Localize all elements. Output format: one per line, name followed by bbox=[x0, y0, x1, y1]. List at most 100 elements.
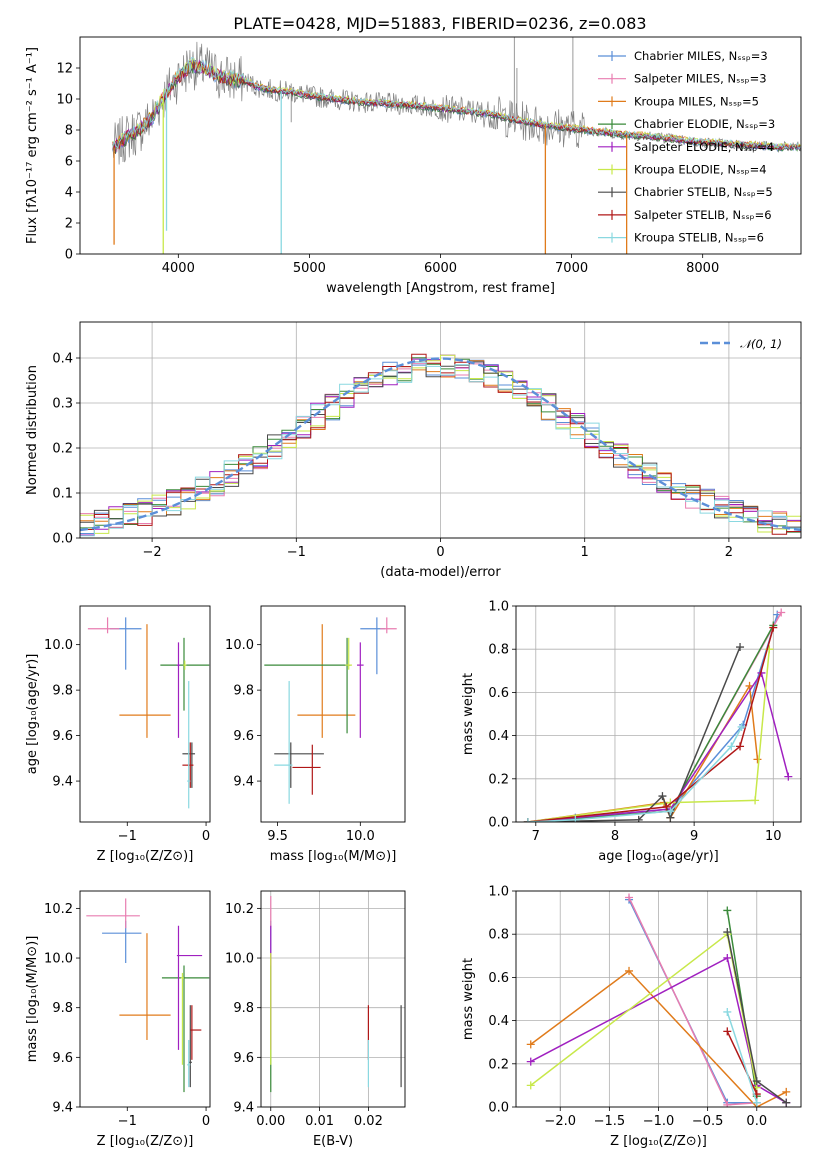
weight-point bbox=[634, 815, 643, 822]
y-axis-label: mass weight bbox=[461, 673, 476, 755]
weight-series bbox=[527, 671, 790, 822]
y-tick-label: 10.0 bbox=[44, 638, 73, 653]
y-axis-label: Normed distribution bbox=[25, 365, 40, 495]
x-tick-label: 0.00 bbox=[256, 1114, 285, 1129]
weight-point bbox=[723, 953, 732, 962]
plot-frame bbox=[260, 605, 406, 823]
weight-point bbox=[723, 928, 732, 937]
model-spectrum bbox=[112, 56, 801, 149]
x-tick-label: 6000 bbox=[424, 261, 457, 276]
y-tick-label: 0.3 bbox=[52, 397, 73, 412]
weight-point bbox=[723, 1100, 732, 1107]
x-tick-label: 7000 bbox=[555, 261, 588, 276]
y-tick-label: 9.8 bbox=[233, 1001, 254, 1016]
y-tick-label: 0.2 bbox=[52, 442, 73, 457]
x-tick-label: 9.5 bbox=[267, 829, 288, 844]
y-tick-label: 9.8 bbox=[52, 684, 73, 699]
legend-label: Kroupa STELIB, Nₛₛₚ=6 bbox=[634, 231, 764, 245]
plot-frame bbox=[79, 605, 211, 823]
plot-frame bbox=[515, 890, 802, 1108]
y-tick-label: 10.2 bbox=[225, 902, 254, 917]
model-spectrum bbox=[112, 60, 801, 151]
y-tick-label: 0.8 bbox=[488, 928, 509, 943]
y-tick-label: 9.6 bbox=[52, 1051, 73, 1066]
weight-series bbox=[726, 1011, 758, 1103]
y-axis-label: age [log₁₀(age/yr)] bbox=[25, 654, 40, 775]
y-tick-label: 0.6 bbox=[488, 686, 509, 701]
spectrum-lines bbox=[112, 37, 801, 254]
weight-series bbox=[527, 649, 771, 822]
legend-label: Kroupa ELODIE, Nₛₛₚ=4 bbox=[634, 163, 767, 177]
weight-point bbox=[526, 1081, 535, 1090]
x-tick-label: 7 bbox=[532, 829, 540, 844]
histogram-series bbox=[80, 357, 801, 533]
y-tick-label: 4 bbox=[65, 186, 73, 201]
y-tick-label: 8 bbox=[65, 124, 73, 139]
y-tick-label: 0.0 bbox=[488, 816, 509, 831]
weight-point bbox=[523, 818, 532, 822]
x-tick-label: 4000 bbox=[162, 261, 195, 276]
spectrum-panel: 4000 5000 6000 7000 8000 0 2 4 6 8 10 12 wavelength … bbox=[25, 36, 802, 296]
y-tick-label: 10.2 bbox=[44, 902, 73, 917]
y-tick-label: 9.4 bbox=[52, 775, 73, 790]
legend-label: Chabrier ELODIE, Nₛₛₚ=3 bbox=[634, 117, 775, 131]
figure-title: PLATE=0428, MJD=51883, FIBERID=0236, z=0… bbox=[233, 14, 646, 33]
legend-label: 𝒩(0, 1) bbox=[740, 337, 782, 351]
error-bars bbox=[264, 617, 397, 804]
plot-frame bbox=[79, 890, 211, 1108]
weight-point bbox=[526, 1040, 535, 1049]
y-axis-label: Flux [fλ10⁻¹⁷ erg cm⁻² s⁻¹ A⁻¹] bbox=[25, 47, 40, 244]
x-axis-label: E(B-V) bbox=[313, 1134, 353, 1149]
y-tick-label: 0.1 bbox=[52, 487, 73, 502]
histogram-series bbox=[80, 359, 801, 534]
weight-vs-Z-panel: −2.0 −1.5 −1.0 −0.5 0.0 0.0 0.2 0.4 0.6 0.8 1.0 Z [… bbox=[461, 885, 802, 1149]
x-tick-label: 0 bbox=[436, 545, 444, 560]
weight-point bbox=[753, 755, 762, 764]
y-tick-label: 9.8 bbox=[52, 1001, 73, 1016]
y-tick-label: 0.2 bbox=[488, 1057, 509, 1072]
y-tick-label: 0.0 bbox=[488, 1101, 509, 1116]
x-tick-label: 0.0 bbox=[746, 1114, 767, 1129]
x-tick-label: −2.0 bbox=[544, 1114, 576, 1129]
x-tick-label: 10.0 bbox=[346, 829, 375, 844]
x-tick-label: −1 bbox=[287, 545, 306, 560]
x-tick-label: −1.5 bbox=[594, 1114, 626, 1129]
x-axis-label: mass [log₁₀(M/M⊙)] bbox=[270, 849, 397, 864]
x-tick-label: 0 bbox=[202, 829, 210, 844]
legend-label: Salpeter STELIB, Nₛₛₚ=6 bbox=[634, 208, 772, 222]
y-tick-label: 9.6 bbox=[52, 729, 73, 744]
y-tick-label: 9.6 bbox=[233, 1051, 254, 1066]
weight-point bbox=[782, 1098, 791, 1107]
x-tick-label: 8000 bbox=[686, 261, 719, 276]
x-axis-label: Z [log₁₀(Z/Z⊙)] bbox=[97, 849, 194, 864]
weight-point bbox=[526, 1057, 535, 1066]
weight-series bbox=[530, 969, 787, 1107]
weight-point bbox=[723, 1027, 732, 1036]
y-axis-label: mass [log₁₀(M/M⊙)] bbox=[25, 936, 40, 1063]
age-vs-mass-panel: 9.5 10.0 9.4 9.6 9.8 10.0 mass [log₁₀(M/M⊙)] bbox=[225, 605, 406, 864]
legend-label: Salpeter MILES, Nₛₛₚ=3 bbox=[634, 72, 767, 86]
age-vs-Z-panel: −1 0 9.4 9.6 9.8 10.0 Z [log₁₀(Z/Z⊙)] age [log₁… bbox=[25, 605, 211, 864]
weight-point bbox=[625, 893, 634, 902]
normal-curve bbox=[80, 357, 801, 532]
plot-frame bbox=[260, 890, 406, 1108]
legend-label: Salpeter ELODIE, Nₛₛₚ=4 bbox=[634, 140, 774, 154]
weight-point bbox=[658, 792, 667, 801]
y-tick-label: 9.4 bbox=[52, 1101, 73, 1116]
x-tick-label: 1 bbox=[581, 545, 589, 560]
weight-point bbox=[782, 1087, 791, 1096]
x-tick-label: −0.5 bbox=[692, 1114, 724, 1129]
weight-vs-age-panel: 7 8 9 10 0.0 0.2 0.4 0.6 0.8 1.0 age [log₁₀(age/yr… bbox=[461, 600, 802, 864]
x-tick-label: 8 bbox=[611, 829, 619, 844]
y-tick-label: 10 bbox=[56, 93, 73, 108]
histogram-series bbox=[80, 359, 801, 537]
weight-point bbox=[736, 742, 745, 751]
weight-point bbox=[751, 796, 760, 805]
x-tick-label: −1 bbox=[118, 1114, 137, 1129]
y-tick-label: 9.6 bbox=[233, 729, 254, 744]
y-tick-label: 10.0 bbox=[225, 638, 254, 653]
histogram-series bbox=[80, 360, 801, 522]
plot-frame bbox=[79, 321, 802, 539]
mass-vs-ebv-panel: 0.00 0.01 0.02 9.4 9.6 9.8 10.0 10.2 E(B-V) bbox=[225, 890, 406, 1149]
legend-label: Kroupa MILES, Nₛₛₚ=5 bbox=[634, 94, 759, 108]
